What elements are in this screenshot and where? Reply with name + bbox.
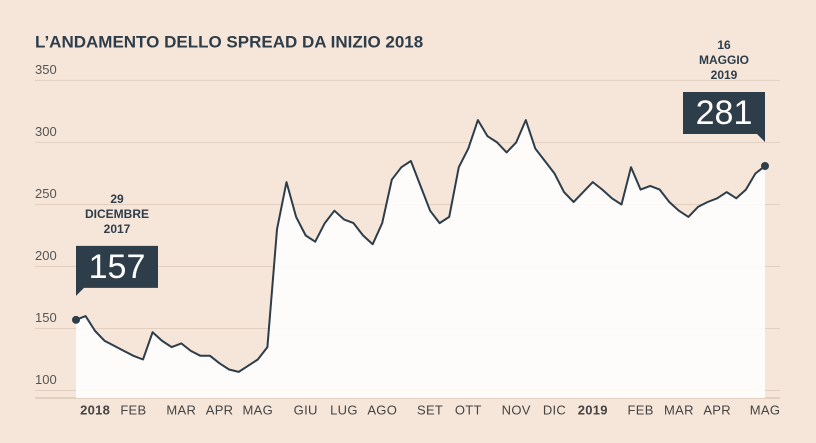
y-tick-label: 300: [35, 124, 57, 139]
end-point: [72, 315, 80, 324]
x-tick-label: MAR: [166, 402, 196, 417]
chart-title: L’ANDAMENTO DELLO SPREAD DA INIZIO 2018: [35, 32, 423, 51]
x-tick-label: GIU: [294, 402, 318, 417]
x-tick-label: APR: [206, 402, 234, 417]
x-tick-label: MAR: [664, 402, 694, 417]
callout-date: MAGGIO: [699, 53, 749, 67]
x-tick-label: NOV: [502, 402, 531, 417]
y-tick-label: 250: [35, 186, 57, 201]
x-tick-label: AGO: [367, 402, 397, 417]
end-point: [761, 162, 769, 171]
area: [76, 120, 765, 398]
line: [75, 119, 766, 373]
x-tick-label: FEB: [628, 402, 654, 417]
callout-box: [683, 92, 765, 143]
callout-date: 29: [110, 192, 124, 206]
x-tick-label: SET: [417, 402, 443, 417]
x-tick-label: OTT: [455, 402, 482, 417]
callout-box: [76, 245, 158, 296]
callout-date: 2019: [711, 68, 738, 82]
x-tick-label: MAG: [243, 402, 274, 417]
x-tick-label: FEB: [120, 402, 146, 417]
x-tick-label: 2019: [578, 402, 608, 417]
callout-value: 281: [696, 94, 753, 132]
x-tick-label: LUG: [330, 402, 358, 417]
y-tick-label: 150: [35, 310, 57, 325]
x-tick-label: MAG: [750, 402, 781, 417]
y-tick-label: 350: [35, 62, 57, 77]
x-tick-label: APR: [703, 402, 731, 417]
callout-date: 2017: [104, 222, 131, 236]
x-tick-label: 2018: [80, 402, 110, 417]
callout-value: 157: [89, 248, 146, 286]
x-tick-label: DIC: [543, 402, 566, 417]
y-tick-label: 100: [35, 372, 57, 387]
callout-date: DICEMBRE: [85, 207, 149, 221]
callout-date: 16: [717, 38, 731, 52]
y-tick-label: 200: [35, 248, 57, 263]
